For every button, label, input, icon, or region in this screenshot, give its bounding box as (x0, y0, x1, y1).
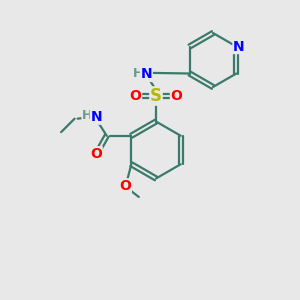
Text: O: O (130, 89, 142, 103)
Text: O: O (90, 147, 102, 161)
Text: N: N (233, 40, 244, 53)
Text: O: O (170, 89, 182, 103)
Text: N: N (141, 68, 152, 81)
Text: H: H (133, 67, 143, 80)
Text: O: O (119, 179, 131, 193)
Text: H: H (82, 109, 92, 122)
Text: N: N (90, 110, 102, 124)
Text: S: S (150, 87, 162, 105)
